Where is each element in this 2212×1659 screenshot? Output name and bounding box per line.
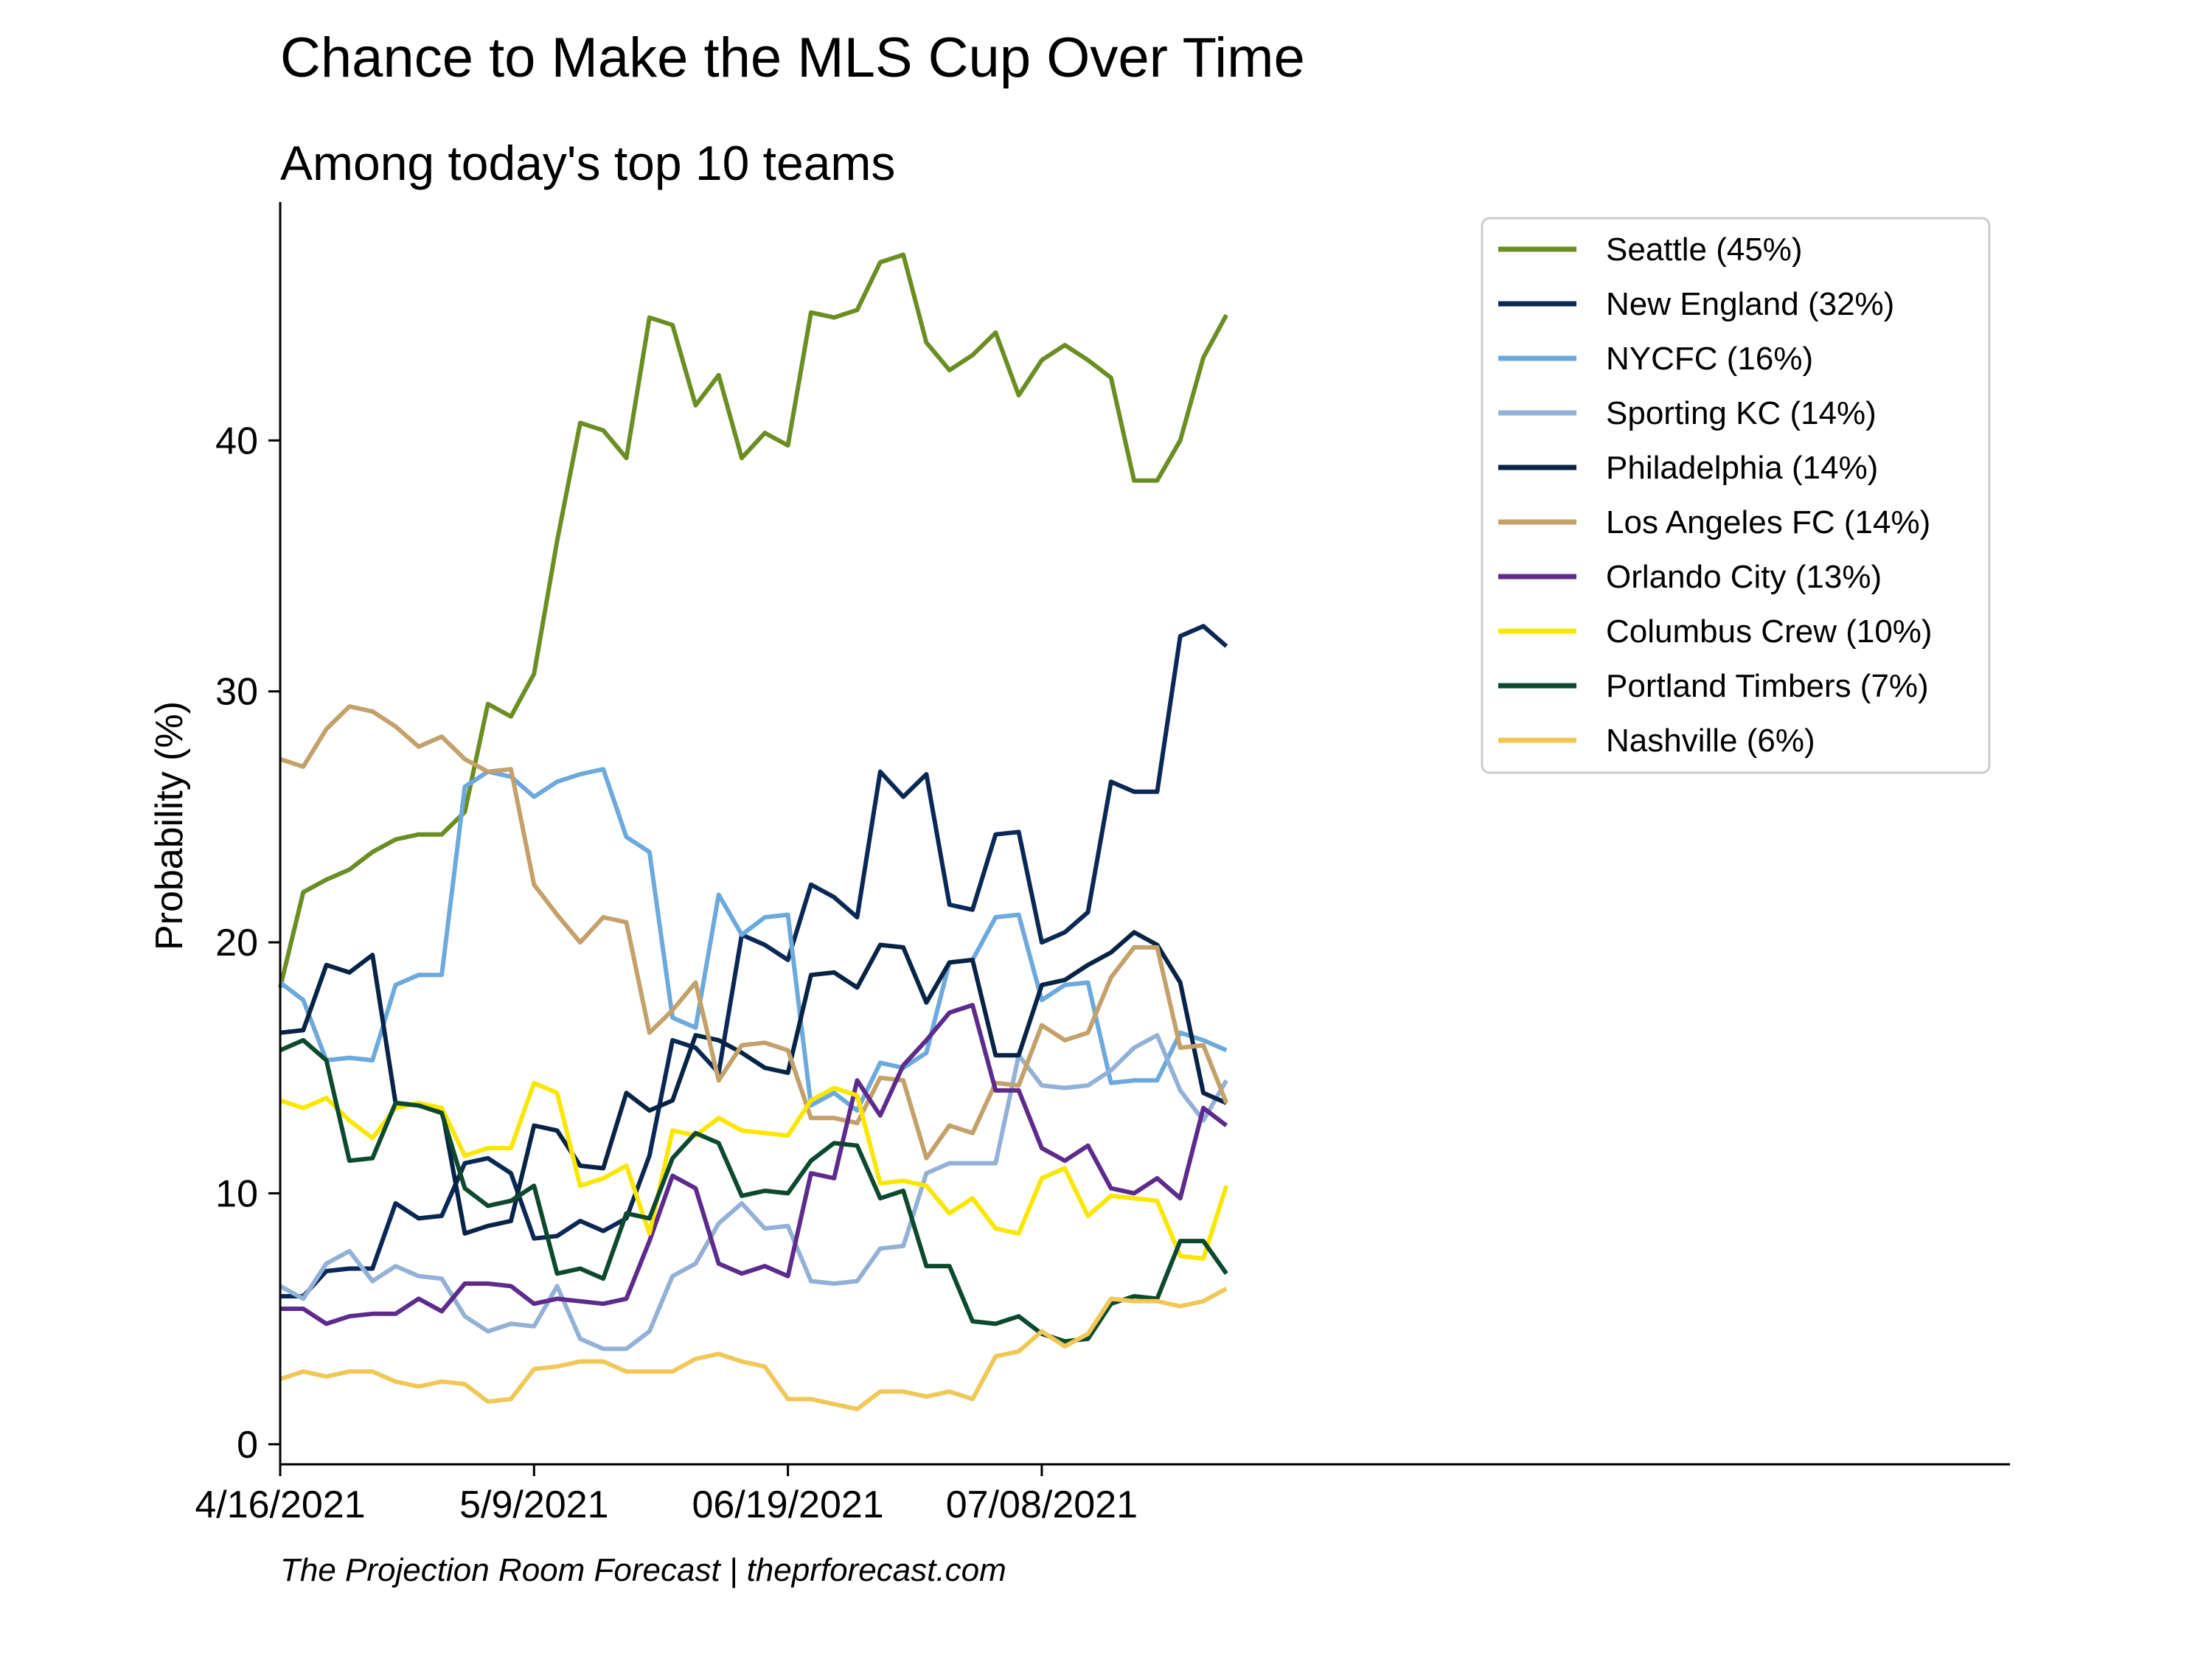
y-tick-label: 20	[215, 922, 258, 964]
series-line-3	[279, 1033, 1228, 1352]
legend-label: NYCFC (16%)	[1606, 341, 1813, 377]
legend-label: Portland Timbers (7%)	[1606, 668, 1929, 704]
x-tick-label: 4/16/2021	[195, 1484, 365, 1526]
series-line-4	[279, 930, 1228, 1236]
legend-frame	[1481, 217, 1991, 774]
series-line-0	[278, 252, 1228, 989]
legend-label: Nashville (6%)	[1606, 723, 1815, 759]
y-tick-label: 10	[215, 1172, 258, 1215]
series-line-1	[280, 624, 1228, 1298]
source-caption: The Projection Room Forecast | theprfore…	[280, 1552, 1006, 1588]
legend-label: New England (32%)	[1606, 286, 1894, 322]
y-axis-label: Probability (%)	[148, 701, 191, 950]
chart-title: Chance to Make the MLS Cup Over Time	[280, 27, 1305, 89]
legend-label: Columbus Crew (10%)	[1606, 613, 1933, 650]
y-tick-label: 0	[237, 1424, 258, 1467]
series-line-7	[279, 1080, 1229, 1261]
series-line-5	[279, 704, 1229, 1161]
x-tick-label: 07/08/2021	[946, 1484, 1138, 1526]
x-tick-label: 5/9/2021	[459, 1484, 608, 1526]
legend: Seattle (45%) New England (32%) NYCFC (16%…	[1481, 217, 1991, 774]
legend-label: Orlando City (13%)	[1606, 559, 1882, 595]
chart-subtitle: Among today's top 10 teams	[280, 136, 895, 190]
y-axis-ticks: 0 10 20 30 40	[215, 420, 280, 1467]
series-line-2	[279, 767, 1228, 1113]
legend-label: Philadelphia (14%)	[1606, 450, 1878, 486]
series-line-9	[279, 1287, 1228, 1412]
plot-area	[278, 252, 1229, 1412]
legend-label: Sporting KC (14%)	[1606, 395, 1877, 431]
y-tick-label: 30	[215, 671, 258, 714]
legend-label: Seattle (45%)	[1606, 232, 1803, 268]
y-tick-label: 40	[215, 420, 258, 462]
series-line-6	[280, 1003, 1228, 1326]
x-axis-ticks: 4/16/2021 5/9/2021 06/19/2021 07/08/2021	[195, 1464, 1138, 1526]
legend-label: Los Angeles FC (14%)	[1606, 504, 1930, 540]
x-tick-label: 06/19/2021	[692, 1484, 883, 1526]
series-line-8	[279, 1037, 1228, 1344]
